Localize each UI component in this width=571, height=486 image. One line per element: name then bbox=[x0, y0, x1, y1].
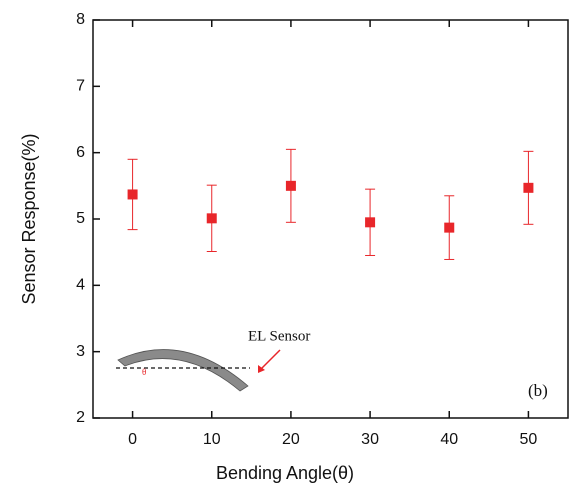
y-tick-label: 8 bbox=[76, 11, 85, 28]
point bbox=[127, 189, 138, 200]
point bbox=[365, 217, 376, 228]
x-tick-label: 10 bbox=[203, 431, 221, 448]
x-axis-label: Bending Angle(θ) bbox=[216, 463, 354, 483]
point bbox=[285, 180, 296, 191]
inset-diagram: EL Sensor θ bbox=[116, 328, 310, 392]
y-tick-label: 2 bbox=[76, 409, 85, 426]
x-tick-label: 20 bbox=[282, 431, 300, 448]
y-tick-label: 4 bbox=[76, 277, 85, 294]
x-tick-label: 0 bbox=[128, 431, 137, 448]
inset-angle: θ bbox=[142, 367, 146, 377]
x-tick-label: 50 bbox=[520, 431, 538, 448]
y-tick-label: 5 bbox=[76, 210, 85, 227]
y-tick-label: 3 bbox=[76, 343, 85, 360]
inset-label: EL Sensor bbox=[248, 328, 310, 344]
panel-label: (b) bbox=[528, 381, 548, 400]
y-tick-label: 7 bbox=[76, 78, 85, 95]
point bbox=[206, 213, 217, 224]
y-tick-label: 6 bbox=[76, 144, 85, 161]
point bbox=[444, 222, 455, 233]
x-tick-label: 40 bbox=[440, 431, 458, 448]
y-axis-label: Sensor Response(%) bbox=[19, 133, 39, 304]
x-tick-label: 30 bbox=[361, 431, 379, 448]
inset-arrowhead bbox=[258, 365, 265, 373]
point bbox=[523, 182, 534, 193]
inset-beam bbox=[117, 349, 249, 392]
inset-arrow bbox=[259, 349, 281, 371]
